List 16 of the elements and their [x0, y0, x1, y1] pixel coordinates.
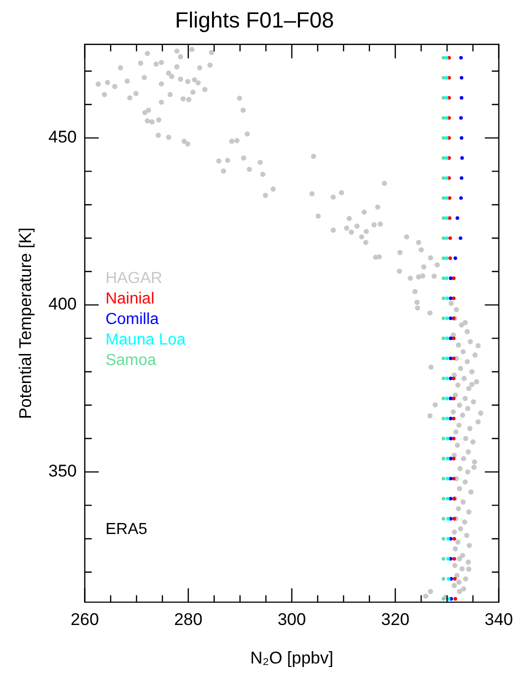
x-tick-label: 320 — [381, 610, 410, 630]
text: Nainial — [105, 290, 154, 308]
x-tick-label: 280 — [174, 610, 202, 630]
text: Comilla — [105, 311, 159, 328]
y-tick-label: 450 — [48, 128, 77, 147]
text: Mauna Loa — [105, 332, 186, 349]
x-axis-title: N₂O [ppbv] — [250, 648, 334, 668]
y-tick-label: 350 — [48, 462, 77, 481]
y-axis-title: Potential Temperature [K] — [16, 228, 35, 420]
chart-title: Flights F01–F08 — [175, 7, 334, 32]
y-tick-label: 400 — [48, 294, 77, 314]
text: Samoa — [105, 352, 156, 370]
x-tick-label: 340 — [484, 610, 514, 630]
x-tick-label: 260 — [70, 610, 99, 630]
annotation: ERA5 — [105, 521, 148, 538]
x-tick-label: 300 — [278, 610, 306, 630]
